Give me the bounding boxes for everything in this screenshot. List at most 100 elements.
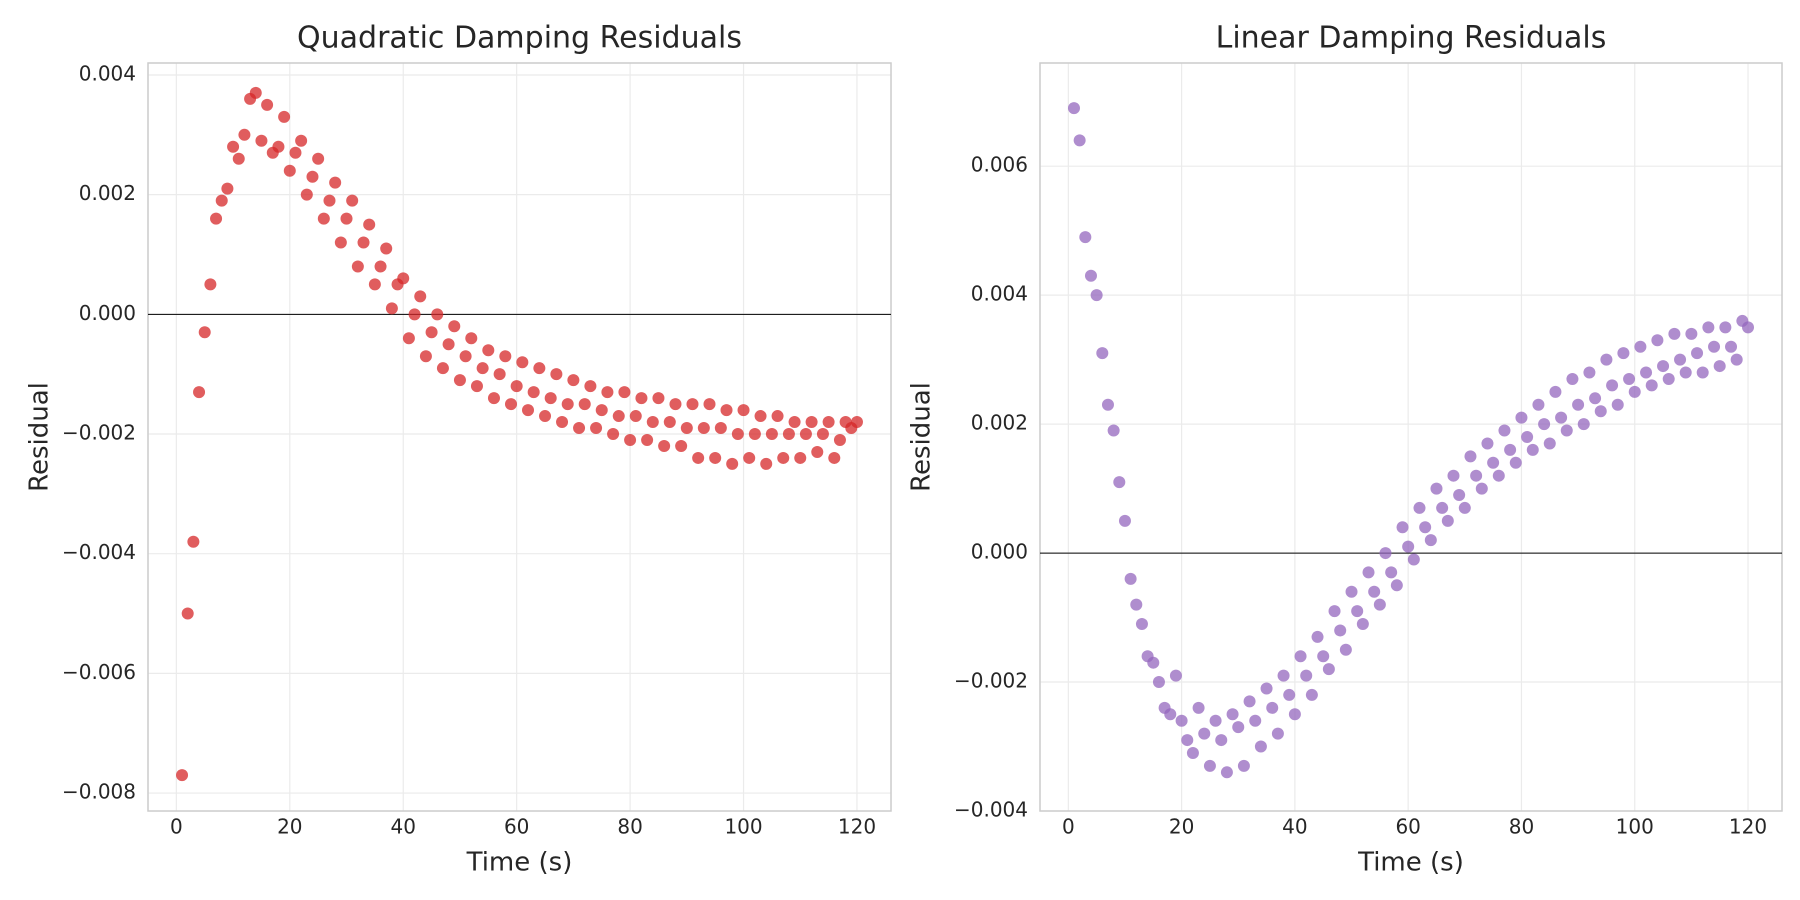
scatter-point	[1356, 618, 1369, 630]
scatter-point	[255, 134, 268, 147]
scatter-point	[697, 422, 710, 435]
scatter-point	[1084, 269, 1097, 282]
scatter-point	[584, 380, 597, 393]
scatter-point	[1436, 501, 1449, 514]
scatter-point	[1725, 340, 1738, 353]
scatter-point	[794, 451, 807, 464]
scatter-point	[1334, 624, 1347, 637]
scatter-point	[1396, 521, 1409, 534]
scatter-point	[720, 404, 733, 417]
scatter-point	[1504, 443, 1517, 456]
scatter-point	[1254, 740, 1267, 753]
scatter-point	[765, 428, 778, 441]
plot-area	[148, 63, 891, 811]
y-tick-label: 0.004	[79, 61, 136, 85]
scatter-point	[431, 308, 444, 321]
scatter-point	[561, 398, 574, 411]
scatter-point	[669, 398, 682, 411]
scatter-point	[675, 439, 688, 452]
x-tick-label: 20	[277, 815, 302, 839]
y-axis-label: Residual	[907, 382, 937, 492]
scatter-point	[1645, 379, 1658, 392]
scatter-point	[448, 320, 461, 333]
scatter-point	[1362, 566, 1375, 579]
scatter-point	[680, 422, 693, 435]
scatter-point	[1453, 489, 1466, 502]
scatter-point	[1351, 605, 1364, 618]
y-tick-label: 0.000	[971, 540, 1028, 564]
scatter-point	[289, 146, 302, 159]
plot-frame	[147, 62, 892, 812]
scatter-point	[1600, 353, 1613, 366]
scatter-point	[686, 398, 699, 411]
scatter-point	[1147, 656, 1160, 669]
scatter-point	[1107, 424, 1120, 437]
scatter-point	[380, 242, 393, 255]
scatter-point	[465, 332, 478, 345]
scatter-point	[249, 86, 262, 99]
scatter-point	[850, 416, 863, 429]
scatter-point	[1560, 424, 1573, 437]
scatter-point	[1674, 353, 1687, 366]
scatter-point	[510, 380, 523, 393]
scatter-point	[1345, 585, 1358, 598]
scatter-point	[402, 332, 415, 345]
scatter-point	[1124, 572, 1137, 585]
scatter-point	[1555, 411, 1568, 424]
scatter-point	[1475, 482, 1488, 495]
scatter-point	[221, 182, 234, 195]
scatter-point	[822, 416, 835, 429]
scatter-point	[306, 170, 319, 183]
scatter-point	[1169, 669, 1182, 682]
y-tick-label: −0.004	[954, 798, 1028, 822]
scatter-point	[1719, 321, 1732, 334]
scatter-point	[1232, 721, 1245, 734]
scatter-point	[816, 428, 829, 441]
scatter-point	[1498, 424, 1511, 437]
scatter-point	[760, 457, 773, 470]
scatter-point	[1662, 372, 1675, 385]
scatter-point	[1481, 437, 1494, 450]
scatter-point	[1379, 547, 1392, 560]
scatter-point	[1447, 469, 1460, 482]
scatter-point	[737, 404, 750, 417]
scatter-point	[204, 278, 217, 291]
y-tick-label: −0.006	[62, 660, 136, 684]
scatter-point	[1589, 392, 1602, 405]
scatter-point	[385, 302, 398, 315]
scatter-point	[1526, 443, 1539, 456]
scatter-point	[1294, 650, 1307, 663]
scatter-point	[419, 350, 432, 363]
x-tick-label: 0	[1062, 815, 1075, 839]
scatter-point	[1192, 701, 1205, 714]
scatter-point	[754, 410, 767, 423]
scatter-point	[1186, 746, 1199, 759]
scatter-point	[1515, 411, 1528, 424]
scatter-point	[1566, 372, 1579, 385]
scatter-point	[374, 260, 387, 273]
scatter-point	[1368, 585, 1381, 598]
plot-area	[1040, 63, 1782, 811]
scatter-point	[828, 451, 841, 464]
scatter-point	[1322, 663, 1335, 676]
y-tick-label: −0.008	[62, 780, 136, 804]
chart-panel: −0.004 −0.002 0.000 0.002 0.004 0.006 0 20 40 60 8…	[907, 21, 1783, 878]
scatter-point	[629, 410, 642, 423]
scatter-point	[1203, 759, 1216, 772]
scatter-point	[1317, 650, 1330, 663]
scatter-point	[1628, 385, 1641, 398]
scatter-point	[1623, 372, 1636, 385]
scatter-point	[295, 134, 308, 147]
scatter-point	[618, 386, 631, 399]
scatter-point	[833, 433, 846, 446]
scatter-point	[1583, 366, 1596, 379]
scatter-point	[1696, 366, 1709, 379]
scatter-point	[641, 433, 654, 446]
scatter-point	[811, 445, 824, 458]
x-axis-label: Time (s)	[466, 848, 573, 878]
scatter-point	[1101, 398, 1114, 411]
scatter-point	[1130, 598, 1143, 611]
scatter-point	[1215, 734, 1228, 747]
scatter-point	[578, 398, 591, 411]
scatter-point	[522, 404, 535, 417]
